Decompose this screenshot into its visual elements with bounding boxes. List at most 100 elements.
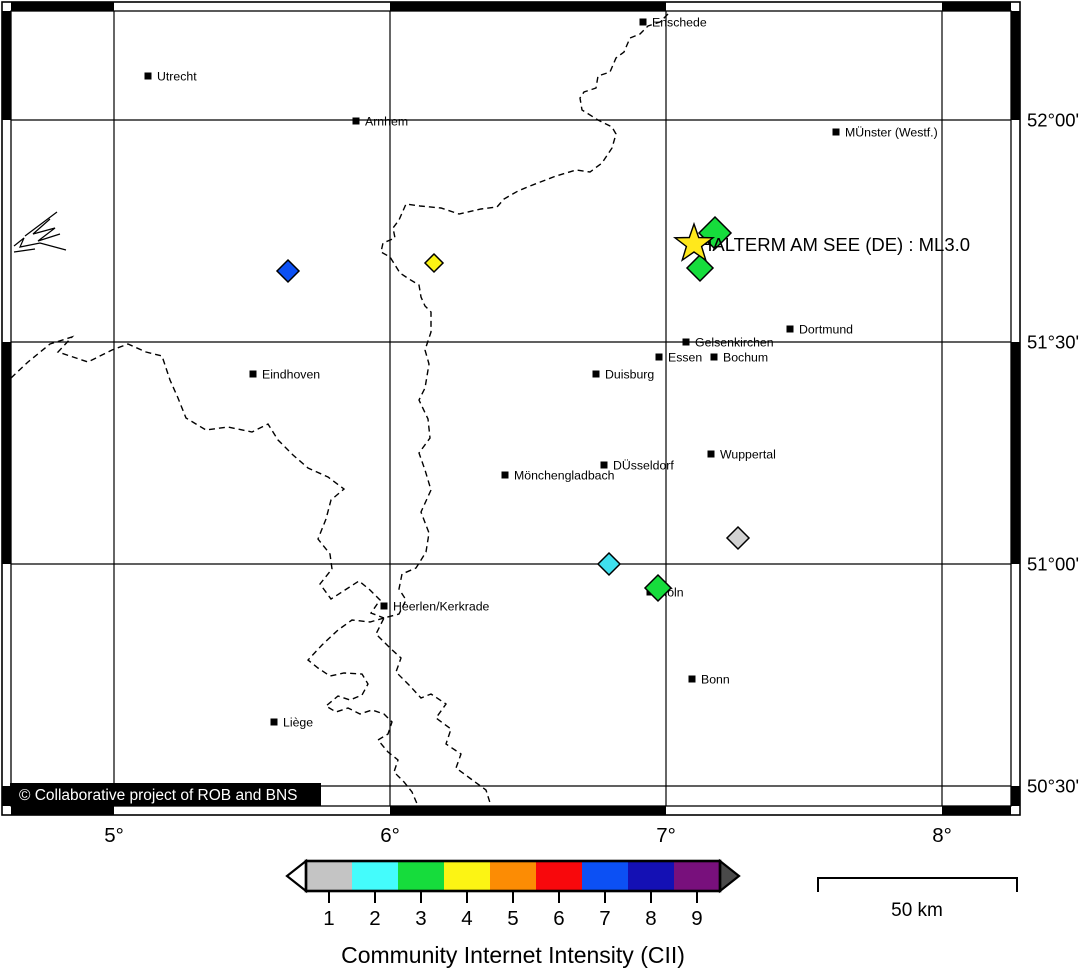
border-nl-de — [375, 13, 669, 807]
epicenter-label: HALTERM AM SEE (DE) : ML3.0 — [699, 234, 970, 255]
frame-segment-right — [1011, 786, 1020, 806]
city-label: Bochum — [723, 351, 768, 365]
map-frame — [1, 1, 1021, 816]
city-label: Wuppertal — [720, 448, 776, 462]
epicenter-star-icon — [672, 221, 716, 262]
colorbar-cell — [398, 861, 444, 891]
city-label: Heerlen/Kerkrade — [393, 600, 490, 614]
frame-segment-left — [2, 120, 11, 342]
frame-segment-top — [390, 2, 666, 11]
city-marker — [786, 325, 794, 333]
colorbar-tick-label: 4 — [461, 907, 472, 930]
city-label: Mönchengladbach — [514, 469, 615, 483]
city-marker — [639, 18, 647, 26]
colorbar-tick-label: 9 — [691, 907, 702, 930]
city-label: Liège — [283, 716, 313, 730]
city-label: MÜnster (Westf.) — [845, 126, 938, 140]
frame-segment-right — [1011, 564, 1020, 786]
city-label: Gelsenkirchen — [695, 336, 774, 350]
longitude-label: 5° — [104, 824, 124, 847]
colorbar-cell — [444, 861, 490, 891]
city-label: Utrecht — [157, 70, 197, 84]
intensity-diamond — [423, 252, 445, 274]
frame-segment-left — [2, 11, 11, 120]
latitude-label: 51°30' — [1027, 332, 1079, 353]
border-be-nl — [10, 335, 385, 619]
country-borders — [10, 13, 669, 807]
city-label: Arnhem — [365, 115, 408, 129]
frame-segment-right — [1011, 11, 1020, 120]
city-label: Eindhoven — [262, 368, 320, 382]
intensity-diamond — [685, 253, 715, 283]
colorbar-tick-label: 2 — [369, 907, 380, 930]
colorbar-cell — [536, 861, 582, 891]
city-marker — [832, 128, 840, 136]
colorbar-tick-label: 6 — [553, 907, 564, 930]
city-label: Duisburg — [605, 368, 654, 382]
frame-segment-left — [2, 342, 11, 564]
city-marker — [707, 450, 715, 458]
city-marker — [249, 370, 257, 378]
frame-segment-bottom — [666, 806, 942, 815]
colorbar-tick-label: 1 — [323, 907, 334, 930]
frame-corner-square — [1011, 806, 1020, 815]
distance-scale: 50 km — [817, 877, 1018, 921]
colorbar-cells — [306, 861, 720, 891]
frame-corner-square — [2, 2, 11, 11]
colorbar-cell — [352, 861, 398, 891]
colorbar-cell — [306, 861, 352, 891]
border-limburg-loop — [306, 617, 419, 807]
frame-outer-line — [1, 1, 1021, 816]
frame-segment-top — [666, 2, 942, 11]
longitude-label: 6° — [380, 824, 400, 847]
longitude-label: 8° — [932, 824, 952, 847]
intensity-observations — [275, 215, 751, 603]
colorbar-cell — [674, 861, 720, 891]
frame-segment-top — [11, 2, 114, 11]
city-label: Bonn — [701, 673, 730, 687]
frame-segment-right — [1011, 120, 1020, 342]
frame-segment-bottom — [390, 806, 666, 815]
latitude-label: 51°00' — [1027, 554, 1079, 575]
frame-corner-square — [2, 806, 11, 815]
city-marker — [710, 353, 718, 361]
colorbar-tick-label: 5 — [507, 907, 518, 930]
city-label: Essen — [668, 351, 702, 365]
intensity-diamond — [596, 551, 622, 577]
cii-colorbar: 1 2 3 4 5 6 7 8 9 Community Internet Intensity (… — [285, 858, 741, 968]
colorbar-cell — [628, 861, 674, 891]
city-marker — [682, 338, 690, 346]
colorbar-cell — [582, 861, 628, 891]
copyright-bar: © Collaborative project of ROB and BNS — [10, 783, 321, 806]
city-marker — [352, 117, 360, 125]
city-marker — [600, 461, 608, 469]
city-marker — [592, 370, 600, 378]
colorbar-right-arrow-icon — [718, 858, 741, 894]
colorbar-left-arrow-icon — [285, 858, 308, 894]
city-label: Dortmund — [799, 323, 853, 337]
scale-label: 50 km — [891, 900, 943, 921]
latitude-label: 50°30' — [1027, 776, 1079, 797]
frame-corner-square — [1011, 2, 1020, 11]
frame-segment-left — [2, 564, 11, 786]
longitude-label: 7° — [656, 824, 676, 847]
colorbar-tick-label: 8 — [645, 907, 656, 930]
city-marker — [270, 718, 278, 726]
city-marker — [144, 72, 152, 80]
scale-bracket — [817, 877, 1018, 892]
colorbar-title: Community Internet Intensity (CII) — [341, 942, 685, 968]
intensity-diamond — [643, 573, 673, 603]
intensity-diamond — [275, 258, 301, 284]
city-marker — [655, 353, 663, 361]
colorbar-tick-label: 3 — [415, 907, 426, 930]
frame-segment-bottom — [942, 806, 1011, 815]
city-label: DÜsseldorf — [613, 459, 674, 473]
frame-segment-top — [942, 2, 1011, 11]
frame-segment-right — [1011, 342, 1020, 564]
latitude-label: 52°00' — [1027, 110, 1079, 131]
copyright-text: © Collaborative project of ROB and BNS — [19, 787, 298, 804]
frame-segment-bottom — [114, 806, 390, 815]
city-marker — [501, 471, 509, 479]
frame-segment-left — [2, 786, 11, 806]
